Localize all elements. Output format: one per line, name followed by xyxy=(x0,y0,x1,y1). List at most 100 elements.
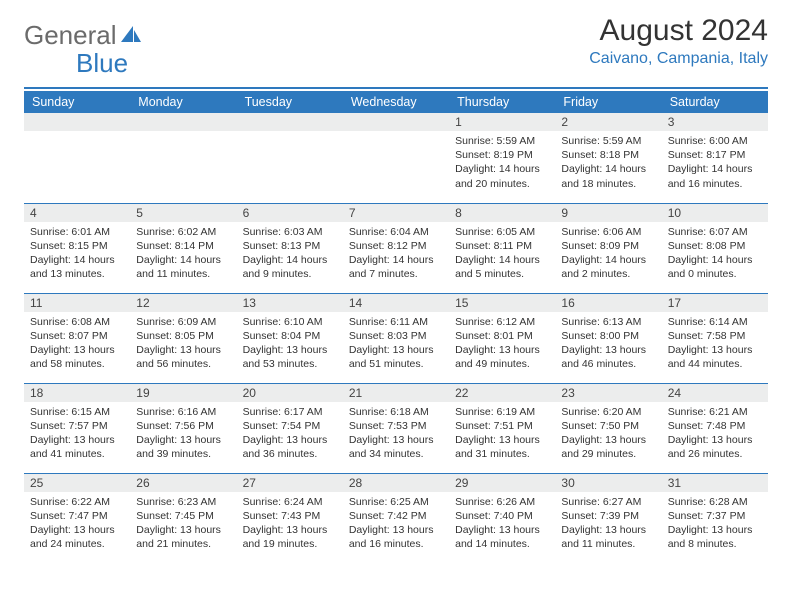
weekday-header: Tuesday xyxy=(237,91,343,113)
sunrise-line: Sunrise: 6:01 AM xyxy=(30,225,124,239)
daylight2-line: and 31 minutes. xyxy=(455,447,549,461)
calendar-cell xyxy=(343,113,449,203)
day-number: 17 xyxy=(662,294,768,312)
daylight1-line: Daylight: 13 hours xyxy=(561,343,655,357)
day-content: Sunrise: 6:21 AMSunset: 7:48 PMDaylight:… xyxy=(662,402,768,466)
sunset-line: Sunset: 7:56 PM xyxy=(136,419,230,433)
day-content xyxy=(343,131,449,138)
calendar-cell: 28Sunrise: 6:25 AMSunset: 7:42 PMDayligh… xyxy=(343,473,449,563)
sunrise-line: Sunrise: 6:02 AM xyxy=(136,225,230,239)
daylight2-line: and 21 minutes. xyxy=(136,537,230,551)
calendar-cell: 14Sunrise: 6:11 AMSunset: 8:03 PMDayligh… xyxy=(343,293,449,383)
day-content: Sunrise: 6:19 AMSunset: 7:51 PMDaylight:… xyxy=(449,402,555,466)
calendar-week-row: 11Sunrise: 6:08 AMSunset: 8:07 PMDayligh… xyxy=(24,293,768,383)
sunset-line: Sunset: 8:14 PM xyxy=(136,239,230,253)
sunset-line: Sunset: 7:57 PM xyxy=(30,419,124,433)
daylight1-line: Daylight: 13 hours xyxy=(561,523,655,537)
day-content: Sunrise: 6:27 AMSunset: 7:39 PMDaylight:… xyxy=(555,492,661,556)
sunrise-line: Sunrise: 5:59 AM xyxy=(455,134,549,148)
day-content: Sunrise: 6:14 AMSunset: 7:58 PMDaylight:… xyxy=(662,312,768,376)
daylight1-line: Daylight: 13 hours xyxy=(136,523,230,537)
daylight2-line: and 0 minutes. xyxy=(668,267,762,281)
calendar-cell xyxy=(24,113,130,203)
weekday-header: Friday xyxy=(555,91,661,113)
day-number: 23 xyxy=(555,384,661,402)
sunset-line: Sunset: 7:48 PM xyxy=(668,419,762,433)
day-content: Sunrise: 6:15 AMSunset: 7:57 PMDaylight:… xyxy=(24,402,130,466)
sunset-line: Sunset: 8:00 PM xyxy=(561,329,655,343)
day-number: 3 xyxy=(662,113,768,131)
sunset-line: Sunset: 8:01 PM xyxy=(455,329,549,343)
daylight1-line: Daylight: 13 hours xyxy=(30,433,124,447)
calendar-cell: 31Sunrise: 6:28 AMSunset: 7:37 PMDayligh… xyxy=(662,473,768,563)
day-number: 8 xyxy=(449,204,555,222)
sunrise-line: Sunrise: 6:09 AM xyxy=(136,315,230,329)
daylight2-line: and 5 minutes. xyxy=(455,267,549,281)
day-number: 25 xyxy=(24,474,130,492)
calendar-header-row: Sunday Monday Tuesday Wednesday Thursday… xyxy=(24,91,768,113)
sunset-line: Sunset: 8:09 PM xyxy=(561,239,655,253)
sunrise-line: Sunrise: 6:17 AM xyxy=(243,405,337,419)
daylight2-line: and 18 minutes. xyxy=(561,177,655,191)
day-content: Sunrise: 6:16 AMSunset: 7:56 PMDaylight:… xyxy=(130,402,236,466)
sunrise-line: Sunrise: 6:14 AM xyxy=(668,315,762,329)
sunrise-line: Sunrise: 6:23 AM xyxy=(136,495,230,509)
sunset-line: Sunset: 8:07 PM xyxy=(30,329,124,343)
daylight1-line: Daylight: 13 hours xyxy=(243,523,337,537)
daylight2-line: and 41 minutes. xyxy=(30,447,124,461)
day-number: 24 xyxy=(662,384,768,402)
sunrise-line: Sunrise: 6:13 AM xyxy=(561,315,655,329)
daylight2-line: and 16 minutes. xyxy=(349,537,443,551)
sunset-line: Sunset: 8:03 PM xyxy=(349,329,443,343)
day-number: 29 xyxy=(449,474,555,492)
day-content xyxy=(130,131,236,138)
sunset-line: Sunset: 8:17 PM xyxy=(668,148,762,162)
sunrise-line: Sunrise: 6:25 AM xyxy=(349,495,443,509)
day-content: Sunrise: 6:17 AMSunset: 7:54 PMDaylight:… xyxy=(237,402,343,466)
calendar-body: 1Sunrise: 5:59 AMSunset: 8:19 PMDaylight… xyxy=(24,113,768,563)
sunset-line: Sunset: 7:54 PM xyxy=(243,419,337,433)
day-number: 26 xyxy=(130,474,236,492)
weekday-header: Sunday xyxy=(24,91,130,113)
sunset-line: Sunset: 8:08 PM xyxy=(668,239,762,253)
daylight2-line: and 26 minutes. xyxy=(668,447,762,461)
day-number: 9 xyxy=(555,204,661,222)
sunrise-line: Sunrise: 6:12 AM xyxy=(455,315,549,329)
day-content: Sunrise: 6:11 AMSunset: 8:03 PMDaylight:… xyxy=(343,312,449,376)
day-content: Sunrise: 6:02 AMSunset: 8:14 PMDaylight:… xyxy=(130,222,236,286)
calendar-cell: 6Sunrise: 6:03 AMSunset: 8:13 PMDaylight… xyxy=(237,203,343,293)
day-number: 12 xyxy=(130,294,236,312)
logo-text-blue: Blue xyxy=(76,48,128,78)
sunrise-line: Sunrise: 6:27 AM xyxy=(561,495,655,509)
day-number: 20 xyxy=(237,384,343,402)
daylight2-line: and 20 minutes. xyxy=(455,177,549,191)
calendar-cell: 22Sunrise: 6:19 AMSunset: 7:51 PMDayligh… xyxy=(449,383,555,473)
daylight1-line: Daylight: 13 hours xyxy=(455,523,549,537)
calendar-cell: 12Sunrise: 6:09 AMSunset: 8:05 PMDayligh… xyxy=(130,293,236,383)
daylight2-line: and 58 minutes. xyxy=(30,357,124,371)
daylight1-line: Daylight: 13 hours xyxy=(136,433,230,447)
daylight2-line: and 39 minutes. xyxy=(136,447,230,461)
logo: General xyxy=(24,20,143,51)
sunset-line: Sunset: 7:50 PM xyxy=(561,419,655,433)
day-content: Sunrise: 6:26 AMSunset: 7:40 PMDaylight:… xyxy=(449,492,555,556)
sunrise-line: Sunrise: 6:15 AM xyxy=(30,405,124,419)
sunrise-line: Sunrise: 6:04 AM xyxy=(349,225,443,239)
daylight2-line: and 49 minutes. xyxy=(455,357,549,371)
day-content: Sunrise: 6:22 AMSunset: 7:47 PMDaylight:… xyxy=(24,492,130,556)
sunset-line: Sunset: 7:40 PM xyxy=(455,509,549,523)
calendar-cell: 3Sunrise: 6:00 AMSunset: 8:17 PMDaylight… xyxy=(662,113,768,203)
calendar-cell: 17Sunrise: 6:14 AMSunset: 7:58 PMDayligh… xyxy=(662,293,768,383)
day-number xyxy=(24,113,130,131)
sunrise-line: Sunrise: 6:10 AM xyxy=(243,315,337,329)
logo-text-gray: General xyxy=(24,20,117,51)
daylight2-line: and 19 minutes. xyxy=(243,537,337,551)
day-content: Sunrise: 6:10 AMSunset: 8:04 PMDaylight:… xyxy=(237,312,343,376)
calendar-cell: 23Sunrise: 6:20 AMSunset: 7:50 PMDayligh… xyxy=(555,383,661,473)
daylight1-line: Daylight: 14 hours xyxy=(243,253,337,267)
daylight2-line: and 51 minutes. xyxy=(349,357,443,371)
sunset-line: Sunset: 8:15 PM xyxy=(30,239,124,253)
daylight1-line: Daylight: 14 hours xyxy=(455,162,549,176)
daylight2-line: and 7 minutes. xyxy=(349,267,443,281)
day-number: 13 xyxy=(237,294,343,312)
